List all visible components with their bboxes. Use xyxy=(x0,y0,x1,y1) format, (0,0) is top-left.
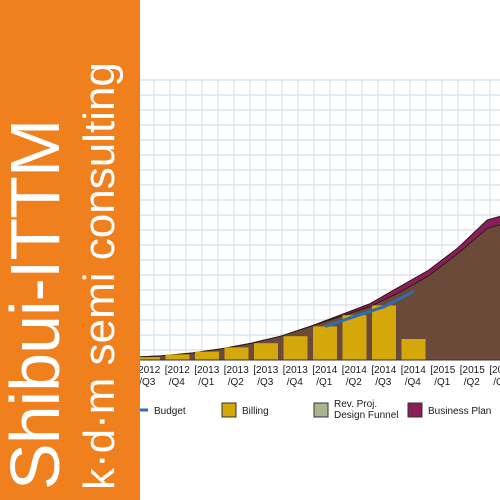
x-tick-label-year: [2014 xyxy=(312,365,337,376)
x-tick-label-quarter: /Q1 xyxy=(198,377,215,388)
x-tick-label-quarter: /Q2 xyxy=(346,377,363,388)
x-tick-label-quarter: /Q3 xyxy=(139,377,156,388)
x-tick-label-quarter: /Q4 xyxy=(287,377,304,388)
bar-billing xyxy=(313,326,337,360)
x-tick-label-year: [2013 xyxy=(194,365,219,376)
legend-label-rev-proj-design-funnel: Rev. Proj. xyxy=(334,399,377,410)
bar-billing xyxy=(283,336,308,360)
x-tick-label-year: [2013 xyxy=(253,365,278,376)
x-tick-label-year: [2014 xyxy=(342,365,367,376)
bar-billing xyxy=(372,305,396,360)
x-tick-label-year: [2014 xyxy=(401,365,426,376)
x-tick-label-quarter: /Q4 xyxy=(169,377,186,388)
x-tick-label-quarter: /Q1 xyxy=(434,377,451,388)
legend-swatch-business-plan xyxy=(407,402,423,418)
x-tick-label-year: [2013 xyxy=(283,365,308,376)
bar-billing xyxy=(254,343,278,360)
x-tick-label-quarter: /Q2 xyxy=(228,377,245,388)
legend-label-budget: Budget xyxy=(154,406,186,417)
x-tick-label-year: [2014 xyxy=(371,365,396,376)
x-tick-label-quarter: /Q3 xyxy=(375,377,392,388)
bar-billing xyxy=(342,315,367,360)
x-tick-label-quarter: /Q xyxy=(493,377,500,388)
x-tick-label-year: [2013 xyxy=(224,365,249,376)
x-tick-label-year: [2015 xyxy=(460,365,485,376)
line-budget xyxy=(324,290,415,328)
x-tick-label-year: [20 xyxy=(489,365,500,376)
bar-billing xyxy=(136,357,160,360)
legend-swatch-billing xyxy=(221,402,237,418)
x-axis-ticks: [2012/Q3[2012/Q4[2013/Q1[2013/Q2[2013/Q3… xyxy=(135,365,500,388)
x-tick-label-year: [2015 xyxy=(430,365,455,376)
brand-subtitle: k·d·m semi consulting xyxy=(75,62,124,490)
x-tick-label-quarter: /Q3 xyxy=(257,377,274,388)
x-tick-label-quarter: /Q4 xyxy=(405,377,422,388)
bar-billing xyxy=(165,354,190,360)
x-tick-label-year: [2012 xyxy=(165,365,190,376)
legend-label-business-plan: Business Plan xyxy=(428,406,491,417)
legend-label-billing: Billing xyxy=(242,406,269,417)
brand-banner: Shibui-ITTM k·d·m semi consulting xyxy=(0,0,140,500)
x-tick-label-year: [2012 xyxy=(135,365,160,376)
x-tick-label-quarter: /Q1 xyxy=(316,377,333,388)
x-tick-label-quarter: /Q2 xyxy=(464,377,481,388)
chart-areas xyxy=(132,215,500,361)
chart-lines xyxy=(132,290,500,361)
bar-billing xyxy=(401,339,426,360)
area-rev-proj-design-funnel xyxy=(132,224,500,361)
bar-billing xyxy=(224,347,249,360)
legend-label-rev-proj-design-funnel: Design Funnel xyxy=(334,410,398,421)
bar-billing xyxy=(195,351,219,360)
legend-swatch-rev-proj-design-funnel xyxy=(313,402,329,418)
brand-title: Shibui-ITTM xyxy=(0,119,74,490)
legend: Budget Billing Rev. Proj.Design Funnel Busi… xyxy=(134,399,491,421)
chart-bars xyxy=(136,305,426,360)
